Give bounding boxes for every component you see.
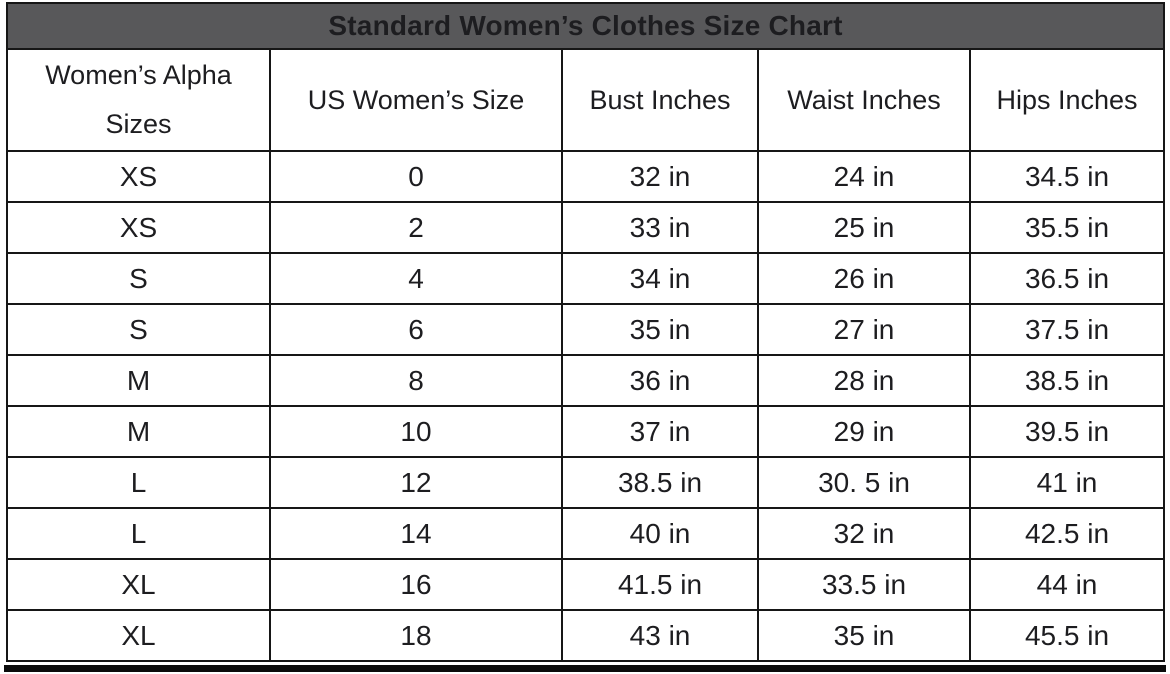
column-header-womens-alpha-sizes: Women’s Alpha Sizes xyxy=(6,48,271,152)
cell-bust-inches: 35 in xyxy=(561,303,759,356)
column-header-bust-inches: Bust Inches xyxy=(561,48,759,152)
table-row: L 14 40 in 32 in 42.5 in xyxy=(6,507,1165,560)
cell-waist-inches: 33.5 in xyxy=(757,558,971,611)
cell-waist-inches: 24 in xyxy=(757,150,971,203)
header-row: Women’s Alpha Sizes US Women’s Size Bust I… xyxy=(6,48,1165,152)
cell-hips-inches: 34.5 in xyxy=(969,150,1165,203)
cell-bust-inches: 40 in xyxy=(561,507,759,560)
cell-us-womens-size: 16 xyxy=(269,558,563,611)
cell-us-womens-size: 10 xyxy=(269,405,563,458)
title-row: Standard Women’s Clothes Size Chart xyxy=(6,2,1165,50)
cell-hips-inches: 39.5 in xyxy=(969,405,1165,458)
cell-hips-inches: 37.5 in xyxy=(969,303,1165,356)
table-row: XS 0 32 in 24 in 34.5 in xyxy=(6,150,1165,203)
cell-waist-inches: 29 in xyxy=(757,405,971,458)
cell-us-womens-size: 12 xyxy=(269,456,563,509)
table-row: XL 16 41.5 in 33.5 in 44 in xyxy=(6,558,1165,611)
table-row: S 6 35 in 27 in 37.5 in xyxy=(6,303,1165,356)
cell-us-womens-size: 0 xyxy=(269,150,563,203)
column-header-waist-inches: Waist Inches xyxy=(757,48,971,152)
table-row: L 12 38.5 in 30. 5 in 41 in xyxy=(6,456,1165,509)
size-chart-table: Standard Women’s Clothes Size Chart Wome… xyxy=(6,2,1165,662)
cell-hips-inches: 35.5 in xyxy=(969,201,1165,254)
cell-bust-inches: 34 in xyxy=(561,252,759,305)
table-row: M 8 36 in 28 in 38.5 in xyxy=(6,354,1165,407)
cell-bust-inches: 36 in xyxy=(561,354,759,407)
cell-womens-alpha-sizes: L xyxy=(6,456,271,509)
cell-womens-alpha-sizes: L xyxy=(6,507,271,560)
column-header-us-womens-size: US Women’s Size xyxy=(269,48,563,152)
cell-hips-inches: 38.5 in xyxy=(969,354,1165,407)
cell-us-womens-size: 2 xyxy=(269,201,563,254)
cell-waist-inches: 35 in xyxy=(757,609,971,662)
table-row: XL 18 43 in 35 in 45.5 in xyxy=(6,609,1165,662)
cell-womens-alpha-sizes: M xyxy=(6,405,271,458)
cell-hips-inches: 45.5 in xyxy=(969,609,1165,662)
cell-us-womens-size: 8 xyxy=(269,354,563,407)
cell-us-womens-size: 6 xyxy=(269,303,563,356)
table-row: M 10 37 in 29 in 39.5 in xyxy=(6,405,1165,458)
cell-us-womens-size: 4 xyxy=(269,252,563,305)
cell-womens-alpha-sizes: XL xyxy=(6,558,271,611)
cell-hips-inches: 36.5 in xyxy=(969,252,1165,305)
table-row: XS 2 33 in 25 in 35.5 in xyxy=(6,201,1165,254)
chart-title: Standard Women’s Clothes Size Chart xyxy=(6,2,1165,50)
cell-bust-inches: 41.5 in xyxy=(561,558,759,611)
cell-bust-inches: 37 in xyxy=(561,405,759,458)
cell-womens-alpha-sizes: XS xyxy=(6,201,271,254)
cell-us-womens-size: 14 xyxy=(269,507,563,560)
cell-hips-inches: 42.5 in xyxy=(969,507,1165,560)
cell-waist-inches: 32 in xyxy=(757,507,971,560)
cell-bust-inches: 32 in xyxy=(561,150,759,203)
cell-womens-alpha-sizes: XS xyxy=(6,150,271,203)
cell-womens-alpha-sizes: XL xyxy=(6,609,271,662)
cell-bust-inches: 43 in xyxy=(561,609,759,662)
cell-womens-alpha-sizes: S xyxy=(6,303,271,356)
cell-us-womens-size: 18 xyxy=(269,609,563,662)
table-bottom-thick-border xyxy=(4,665,1166,672)
cell-waist-inches: 27 in xyxy=(757,303,971,356)
cell-hips-inches: 44 in xyxy=(969,558,1165,611)
cell-waist-inches: 30. 5 in xyxy=(757,456,971,509)
table-row: S 4 34 in 26 in 36.5 in xyxy=(6,252,1165,305)
cell-waist-inches: 26 in xyxy=(757,252,971,305)
cell-waist-inches: 25 in xyxy=(757,201,971,254)
cell-waist-inches: 28 in xyxy=(757,354,971,407)
cell-bust-inches: 33 in xyxy=(561,201,759,254)
cell-hips-inches: 41 in xyxy=(969,456,1165,509)
cell-bust-inches: 38.5 in xyxy=(561,456,759,509)
column-header-hips-inches: Hips Inches xyxy=(969,48,1165,152)
cell-womens-alpha-sizes: S xyxy=(6,252,271,305)
cell-womens-alpha-sizes: M xyxy=(6,354,271,407)
